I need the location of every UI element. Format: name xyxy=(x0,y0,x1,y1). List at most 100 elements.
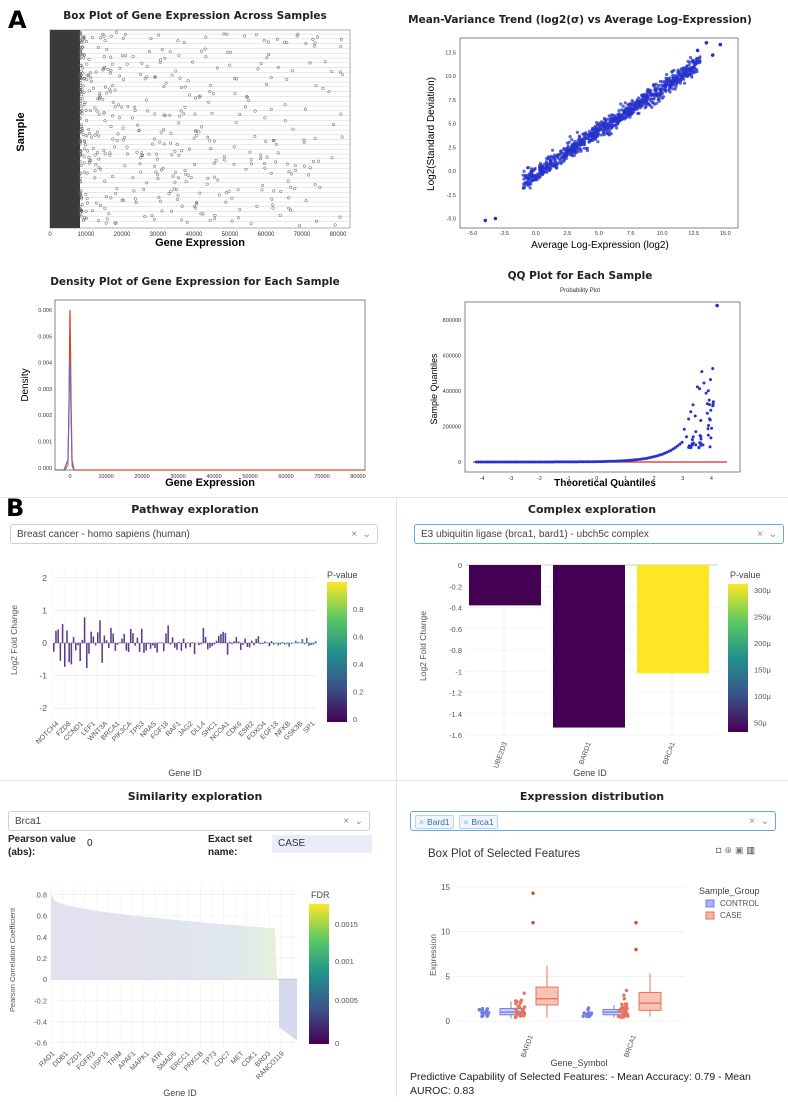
qq-point xyxy=(639,457,642,461)
qq-point xyxy=(542,460,546,464)
chip-remove-icon[interactable]: × xyxy=(419,817,424,827)
outlier-point xyxy=(94,201,98,205)
mv-point xyxy=(541,167,545,171)
mv-point xyxy=(644,105,648,109)
outlier-point xyxy=(79,123,83,127)
qq-point xyxy=(481,460,485,464)
outlier-point xyxy=(321,86,325,90)
chip-bard1[interactable]: × Bard1 xyxy=(415,815,454,829)
mv-point xyxy=(695,48,700,53)
qq-point xyxy=(619,459,623,463)
similarity-y-tick: -0.2 xyxy=(34,996,47,1005)
outlier-point xyxy=(78,31,82,35)
outlier-point xyxy=(189,176,193,180)
pathway-bar xyxy=(251,640,253,643)
expression-multiselect[interactable]: × Bard1 × Brca1 × ⌄ xyxy=(410,811,776,831)
qq-point xyxy=(586,460,590,464)
mv-point xyxy=(647,97,651,101)
outlier-point xyxy=(192,163,197,167)
pathway-bar xyxy=(59,643,62,661)
pathway-bar xyxy=(281,642,284,643)
outlier-point xyxy=(162,84,166,89)
outlier-point xyxy=(316,159,320,163)
pathway-bar xyxy=(147,643,150,645)
outlier-point xyxy=(84,108,88,113)
exact-set-input[interactable]: CASE xyxy=(272,835,372,853)
mv-point xyxy=(656,84,661,88)
outlier-point xyxy=(253,134,257,138)
chip-brca1[interactable]: × Brca1 xyxy=(459,815,498,829)
qq-point xyxy=(706,427,710,431)
plotly-logo-icon[interactable]: ▥ xyxy=(746,845,759,855)
complex-y-tick: -1 xyxy=(455,667,462,676)
mv-point xyxy=(528,186,532,190)
outlier-point xyxy=(188,93,192,97)
pathway-bar xyxy=(290,643,293,644)
pan-icon[interactable]: ▣ xyxy=(734,845,747,855)
dropdown-clear-chevron-icon[interactable]: × ⌄ xyxy=(757,529,777,540)
density-curve-red xyxy=(55,309,365,471)
complex-y-tick: -0.2 xyxy=(449,582,462,591)
mv-point xyxy=(669,81,673,85)
outlier-point xyxy=(82,76,86,80)
complex-y-tick: -1.6 xyxy=(449,731,462,740)
pathway-bar xyxy=(286,643,288,644)
qq-point xyxy=(693,414,697,418)
density-x-tick: 40000 xyxy=(206,474,221,480)
qq-point xyxy=(538,460,542,464)
outlier-point xyxy=(163,56,167,60)
mv-point xyxy=(601,128,605,132)
qq-point xyxy=(595,460,599,464)
mv-point xyxy=(572,143,576,147)
outlier-point xyxy=(89,79,93,83)
outlier-point xyxy=(177,121,181,125)
complex-dropdown[interactable]: E3 ubiquitin ligase (brca1, bard1) - ubc… xyxy=(414,524,784,544)
qq-point xyxy=(625,459,629,462)
outlier-point xyxy=(88,71,93,75)
outlier-point xyxy=(78,212,82,216)
outlier-point xyxy=(78,176,82,180)
similarity-colorbar-tick: 0.0005 xyxy=(335,996,358,1005)
outlier-point xyxy=(93,133,97,137)
pathway-bars xyxy=(53,617,317,668)
pathway-dropdown[interactable]: Breast cancer - homo sapiens (human) × ⌄ xyxy=(10,524,378,544)
qq-point xyxy=(687,445,691,449)
outlier-point xyxy=(168,113,172,117)
mv-point xyxy=(637,111,641,115)
outlier-point xyxy=(193,96,198,100)
outlier-point xyxy=(308,166,312,170)
outlier-point xyxy=(290,172,294,176)
outlier-point xyxy=(91,146,95,151)
complex-colorbar-tick: 50μ xyxy=(754,719,767,728)
mv-point xyxy=(613,123,617,127)
mv-point xyxy=(567,148,571,153)
pathway-colorbar-tick: 0.4 xyxy=(353,660,363,669)
outlier-point xyxy=(79,69,83,73)
outlier-point xyxy=(80,93,84,97)
outlier-point xyxy=(107,87,111,91)
dropdown-clear-chevron-icon[interactable]: × ⌄ xyxy=(351,529,371,540)
outlier-point xyxy=(180,149,184,153)
plot-toolbar[interactable]: ◘⊕▣▥ xyxy=(716,845,758,856)
chip-remove-icon[interactable]: × xyxy=(463,817,469,827)
outlier-point xyxy=(82,36,86,40)
outlier-point xyxy=(187,147,191,151)
mv-xlabel: Average Log-Expression (log2) xyxy=(531,240,669,251)
zoom-icon[interactable]: ⊕ xyxy=(724,845,735,855)
outlier-point xyxy=(94,162,98,167)
pathway-bar xyxy=(218,635,220,643)
dropdown-clear-chevron-icon[interactable]: × ⌄ xyxy=(749,816,769,827)
outlier-point xyxy=(115,138,119,143)
pearson-value[interactable]: 0 xyxy=(87,838,93,849)
outlier-point xyxy=(102,111,106,115)
camera-icon[interactable]: ◘ xyxy=(716,845,725,855)
expression-point xyxy=(521,1009,526,1014)
outlier-point xyxy=(79,34,83,39)
dropdown-clear-chevron-icon[interactable]: × ⌄ xyxy=(343,816,363,827)
similarity-dropdown[interactable]: Brca1 × ⌄ xyxy=(8,811,370,831)
outlier-point xyxy=(287,196,291,200)
outlier-point xyxy=(169,131,173,135)
mv-point xyxy=(638,101,642,105)
outlier-point xyxy=(78,45,82,49)
outlier-point xyxy=(109,55,113,59)
